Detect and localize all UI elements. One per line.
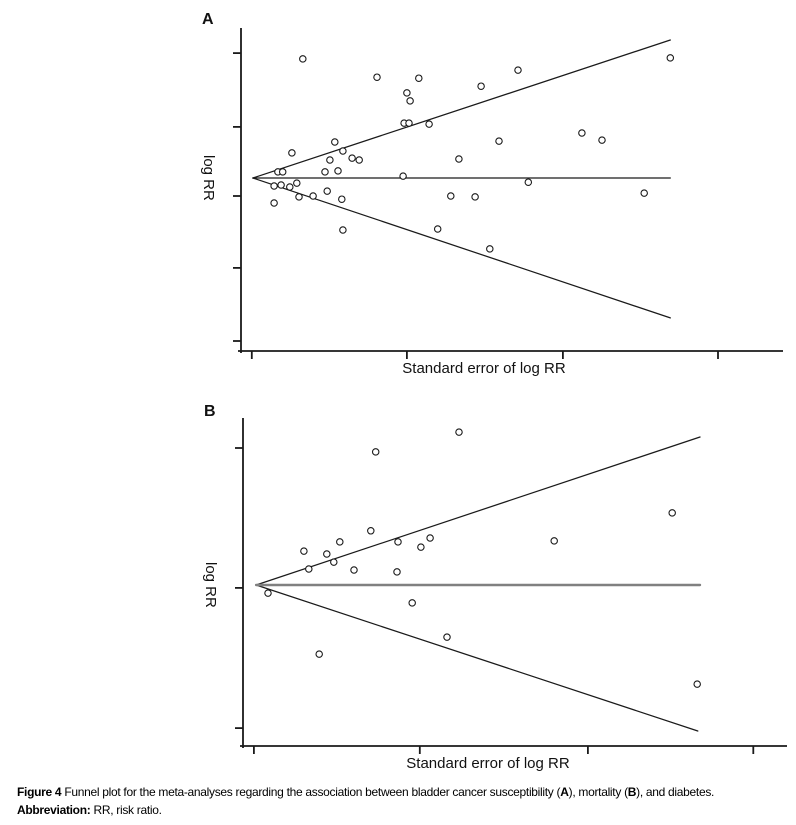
caption-text-segment: Figure 4 xyxy=(17,785,65,799)
data-point xyxy=(315,650,323,658)
figure-caption: Figure 4 Funnel plot for the meta-analys… xyxy=(17,783,789,819)
data-point xyxy=(666,54,675,62)
data-point xyxy=(339,226,347,234)
data-point xyxy=(339,147,347,155)
data-point xyxy=(348,154,356,162)
data-point xyxy=(270,182,278,190)
funnel-lower-limit-line xyxy=(252,177,671,319)
data-point xyxy=(323,550,331,558)
data-point xyxy=(394,538,402,546)
data-point xyxy=(417,543,425,551)
funnel-panel-b xyxy=(235,418,787,754)
data-point xyxy=(425,120,433,128)
data-point xyxy=(299,55,307,63)
panel-a-y-axis-title: log RR xyxy=(200,155,217,201)
caption-text-segment: RR, risk ratio. xyxy=(90,803,162,817)
data-point xyxy=(415,74,423,82)
funnel-lower-limit-line xyxy=(255,584,699,732)
data-point xyxy=(406,97,414,105)
data-point xyxy=(373,73,381,81)
data-point xyxy=(399,172,407,180)
data-point xyxy=(278,168,287,176)
funnel-upper-limit-line xyxy=(252,39,671,179)
data-point xyxy=(350,566,358,574)
data-point xyxy=(693,680,701,688)
figure-caption-line1: Figure 4 Funnel plot for the meta-analys… xyxy=(17,783,789,801)
data-point xyxy=(471,193,479,201)
data-point xyxy=(447,192,455,200)
figure-caption-abbreviation: Abbreviation: RR, risk ratio. xyxy=(17,801,789,819)
data-point xyxy=(443,633,451,641)
data-point xyxy=(334,167,342,175)
panel-b-y-axis-title: log RR xyxy=(202,562,219,608)
data-point xyxy=(514,66,522,74)
data-point xyxy=(640,189,648,197)
data-point xyxy=(336,538,344,546)
panel-a-label: A xyxy=(202,11,214,28)
data-point xyxy=(486,245,494,253)
panel-b-label: B xyxy=(204,403,216,420)
data-point xyxy=(668,509,676,517)
caption-text-segment: B xyxy=(627,785,637,799)
data-point xyxy=(408,599,416,607)
panel-b-x-axis-title: Standard error of log RR xyxy=(406,755,570,772)
caption-text-segment: ), mortality ( xyxy=(568,785,628,799)
data-point xyxy=(293,179,301,187)
caption-text-segment: A xyxy=(560,785,569,799)
data-point xyxy=(264,589,272,597)
data-point xyxy=(277,181,285,189)
data-point xyxy=(309,192,317,200)
data-point xyxy=(455,428,463,436)
data-point xyxy=(455,155,463,163)
data-point xyxy=(305,565,313,573)
data-point xyxy=(393,568,401,576)
data-point xyxy=(355,156,363,164)
funnel-upper-limit-line xyxy=(255,436,701,586)
caption-text-segment: Abbreviation: xyxy=(17,803,91,817)
data-point xyxy=(598,136,606,144)
data-point xyxy=(367,527,375,535)
data-point xyxy=(321,168,329,176)
data-point xyxy=(326,156,334,164)
data-point xyxy=(403,89,411,97)
data-point xyxy=(433,225,442,233)
data-point xyxy=(524,178,533,186)
caption-text-segment: ), and diabetes. xyxy=(636,785,715,799)
data-point xyxy=(286,183,294,191)
data-point xyxy=(495,137,503,145)
data-point xyxy=(288,149,296,157)
data-point xyxy=(270,199,278,207)
data-point xyxy=(331,138,339,146)
data-point xyxy=(426,534,434,542)
data-point xyxy=(295,193,303,201)
data-point xyxy=(323,187,331,195)
data-point xyxy=(330,558,338,566)
data-point xyxy=(550,537,558,545)
panel-a-x-axis-title: Standard error of log RR xyxy=(402,360,566,377)
data-point xyxy=(300,547,308,555)
data-point xyxy=(371,448,380,456)
data-point xyxy=(405,119,413,127)
data-point xyxy=(477,82,485,90)
data-point xyxy=(338,195,346,203)
caption-text-segment: Funnel plot for the meta-analyses regard… xyxy=(64,785,561,799)
data-point xyxy=(578,129,586,137)
funnel-panel-a xyxy=(233,28,783,359)
